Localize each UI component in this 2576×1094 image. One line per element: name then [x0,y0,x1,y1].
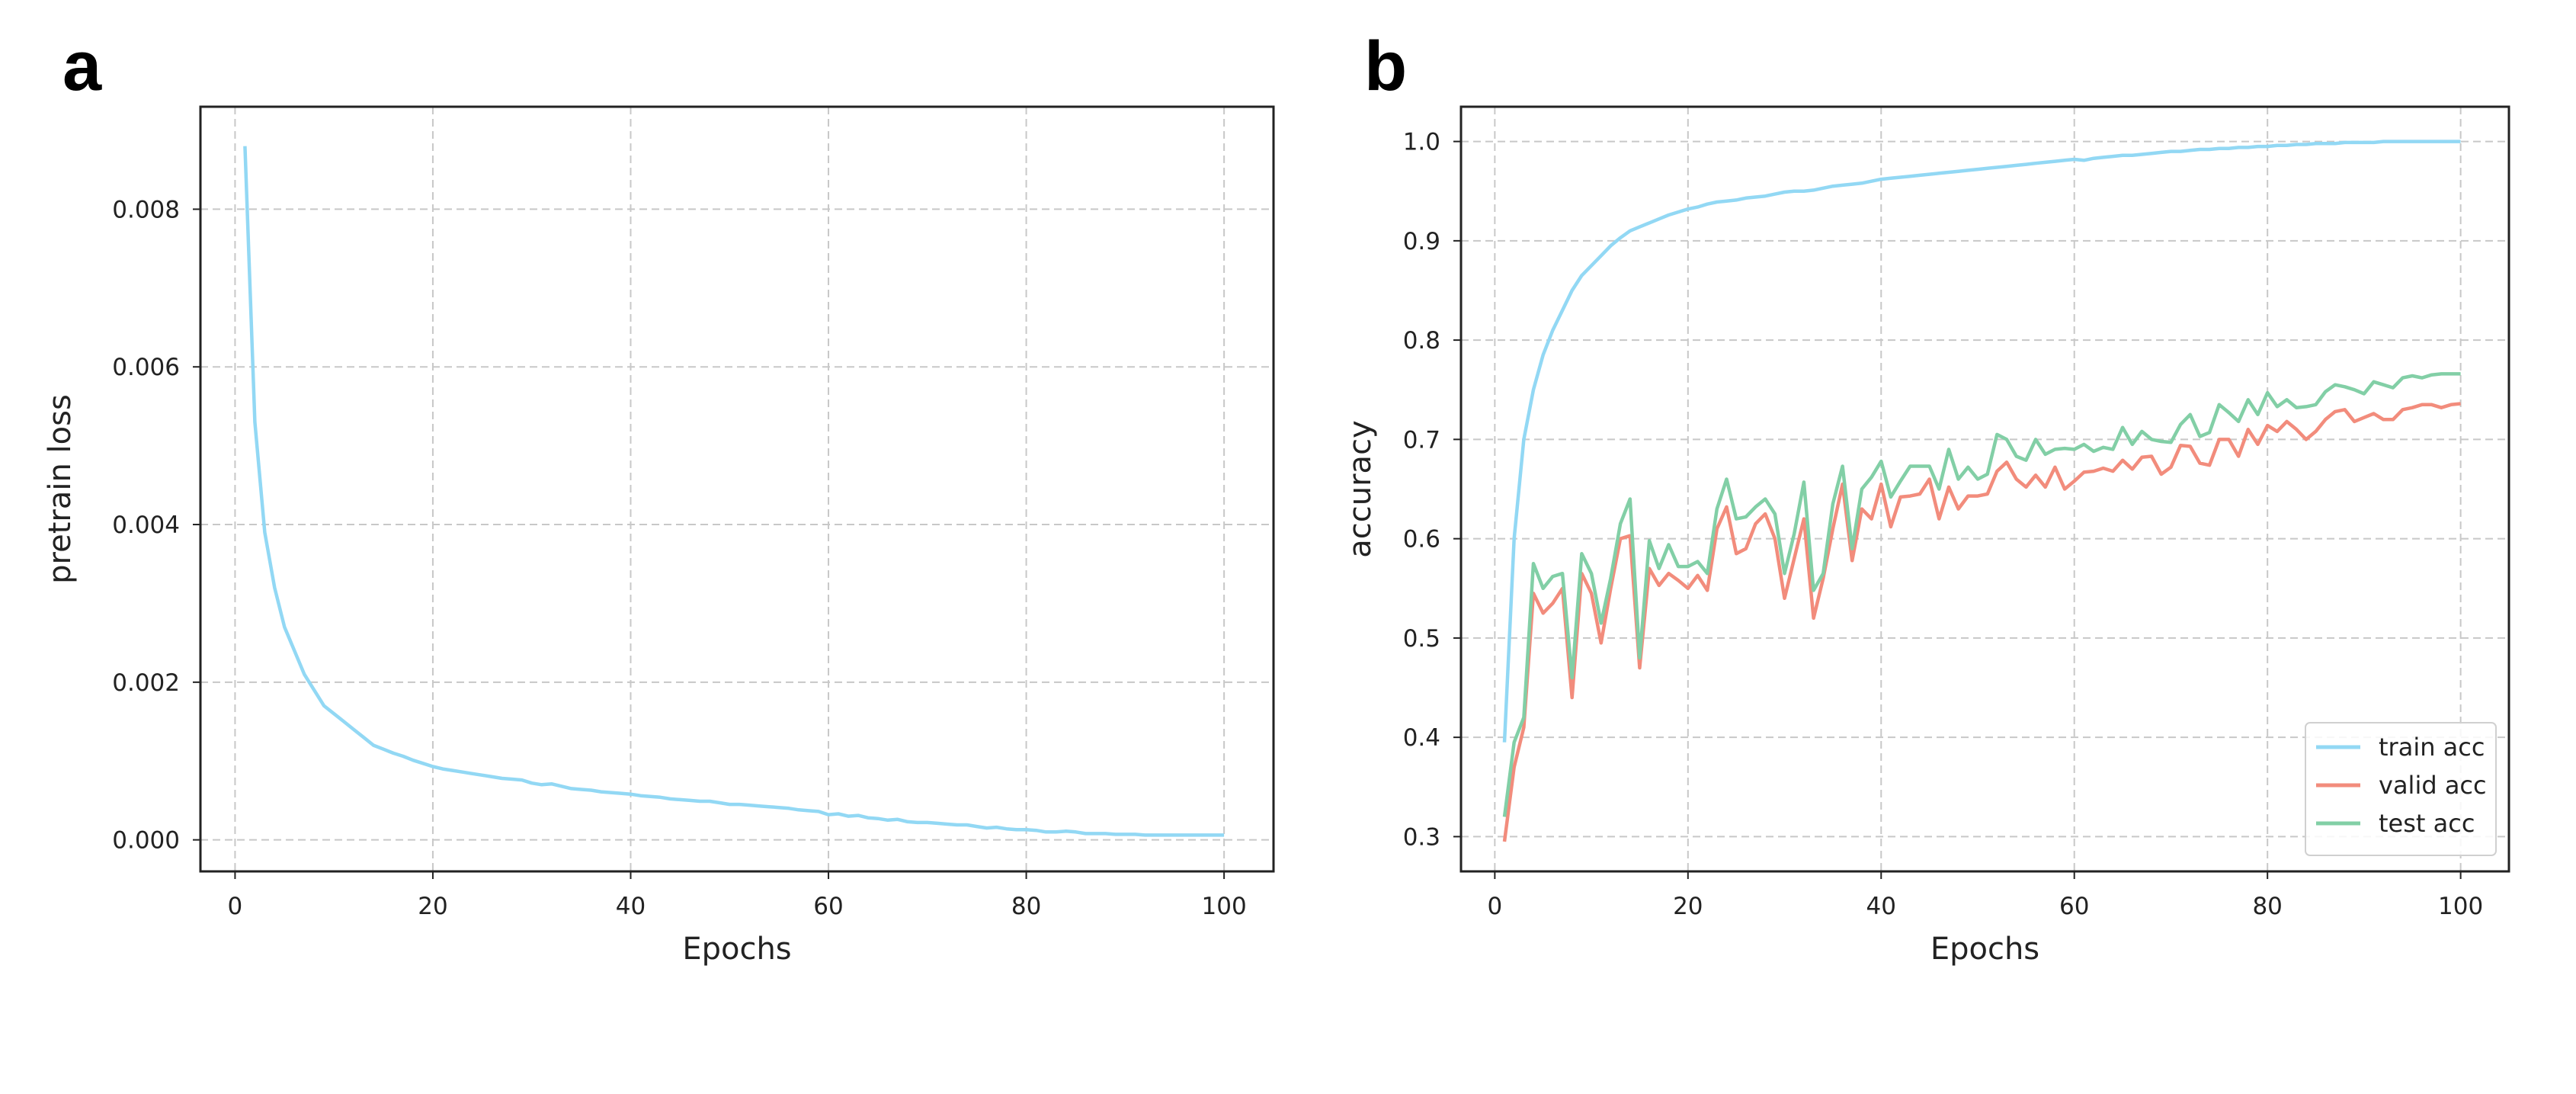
y-tick-label: 0.004 [112,512,180,539]
y-tick-label: 0.9 [1403,228,1440,255]
y-axis-label: pretrain loss [43,394,78,584]
y-tick-label: 0.000 [112,827,180,855]
y-tick-label: 0.008 [112,196,180,223]
x-tick-label: 60 [813,893,843,920]
x-tick-label: 100 [2438,893,2483,920]
x-tick-label: 0 [228,893,243,920]
y-tick-label: 0.7 [1403,426,1440,454]
x-tick-label: 80 [1011,893,1041,920]
plot-frame [1459,105,2510,873]
legend-label: test acc [2379,809,2475,838]
y-tick-label: 0.4 [1403,724,1440,752]
y-tick-label: 0.006 [112,354,180,381]
x-tick-label: 40 [1866,893,1896,920]
x-tick-label: 40 [616,893,646,920]
y-tick-label: 0.5 [1403,625,1440,653]
y-tick-label: 0.8 [1403,327,1440,355]
x-tick-label: 100 [1202,893,1247,920]
series-line-train-acc [1502,140,2461,743]
x-tick-label: 0 [1487,893,1502,920]
x-tick-label: 80 [2252,893,2282,920]
y-axis-label: accuracy [1343,420,1378,557]
legend: train acc valid acc test acc [2305,722,2497,856]
x-axis-label: Epochs [1930,932,2039,967]
y-tick-label: 1.0 [1403,129,1440,156]
chart-a-pretrain-loss: 0 20 40 60 80 100 0.000 0.002 0.004 0.006 0.008 Epo… [43,105,1275,967]
series-line-test-acc [1502,372,2461,817]
panel-label-a: a [62,27,102,105]
x-tick-label: 20 [1673,893,1703,920]
legend-label: valid acc [2379,771,2487,800]
chart-b-accuracy: 0 20 40 60 80 100 0.3 0.4 0.5 0.6 0.7 0.8 0.9 1.0 Epoc… [1343,105,2510,967]
x-tick-label: 20 [418,893,447,920]
x-axis-label: Epochs [682,932,791,967]
y-tick-label: 0.3 [1403,823,1440,851]
series-line-valid-acc [1502,402,2461,842]
plot-frame [199,105,1275,873]
legend-label: train acc [2379,733,2485,762]
y-tick-label: 0.002 [112,669,180,697]
series-line-pretrain-loss [243,146,1225,837]
x-tick-label: 60 [2059,893,2089,920]
y-tick-label: 0.6 [1403,526,1440,553]
panel-label-b: b [1364,27,1407,105]
